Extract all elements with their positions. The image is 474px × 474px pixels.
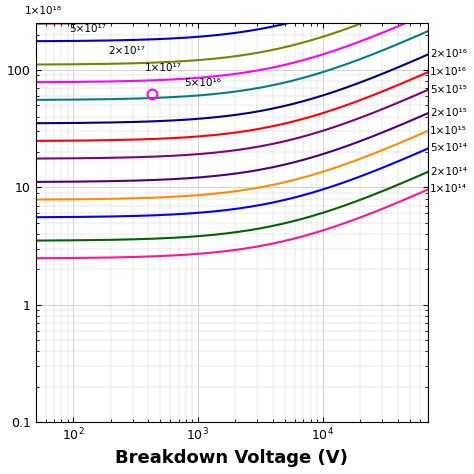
Text: 1×10¹⁷: 1×10¹⁷ xyxy=(145,63,182,73)
Text: 2×10¹⁴: 2×10¹⁴ xyxy=(430,167,467,177)
Text: 5×10¹⁶: 5×10¹⁶ xyxy=(184,78,222,88)
Text: 1×10¹⁸: 1×10¹⁸ xyxy=(25,6,62,17)
Text: 2×10¹⁶: 2×10¹⁶ xyxy=(430,49,467,59)
Text: 1×10¹⁶: 1×10¹⁶ xyxy=(430,67,467,77)
Text: 5×10¹⁵: 5×10¹⁵ xyxy=(430,85,467,95)
Text: 2×10¹⁷: 2×10¹⁷ xyxy=(109,46,146,56)
Text: 1×10¹⁵: 1×10¹⁵ xyxy=(430,126,467,136)
X-axis label: Breakdown Voltage (V): Breakdown Voltage (V) xyxy=(116,449,348,467)
Text: 5×10¹⁷: 5×10¹⁷ xyxy=(69,24,106,34)
Text: 5×10¹⁴: 5×10¹⁴ xyxy=(430,144,467,154)
Text: 2×10¹⁵: 2×10¹⁵ xyxy=(430,108,467,118)
Text: 1×10¹⁴: 1×10¹⁴ xyxy=(430,184,467,194)
